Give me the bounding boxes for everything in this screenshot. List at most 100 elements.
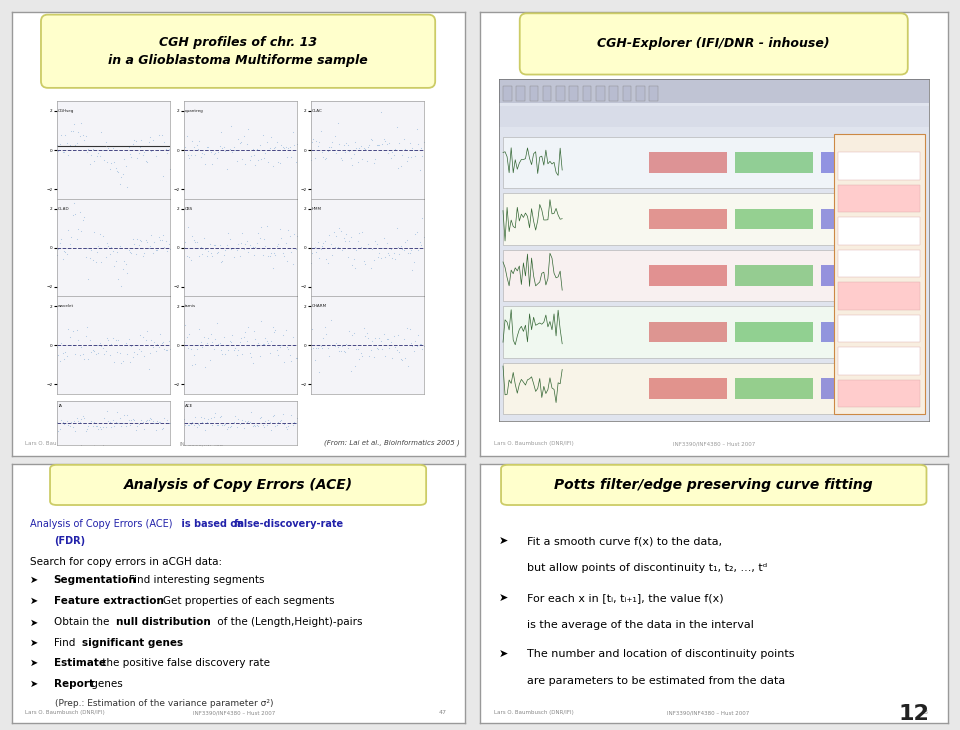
Point: [382, 342, 397, 354]
Text: : Get properties of each segments: : Get properties of each segments: [156, 596, 335, 606]
Point: [91, 147, 107, 158]
Point: [285, 126, 300, 138]
Point: [339, 137, 354, 149]
Point: [377, 350, 393, 361]
Point: [415, 343, 430, 355]
Point: [192, 135, 207, 147]
Point: [409, 123, 424, 135]
Text: genes: genes: [88, 679, 123, 689]
Point: [184, 135, 200, 147]
Point: [132, 141, 148, 153]
Text: IA: IA: [59, 404, 62, 408]
Point: [313, 126, 328, 137]
Text: INF3390/INF4380 – Hust 2007: INF3390/INF4380 – Hust 2007: [193, 710, 275, 715]
Point: [181, 252, 197, 264]
Point: [95, 421, 110, 433]
Point: [271, 416, 286, 428]
Point: [136, 423, 152, 435]
Point: [62, 238, 78, 250]
Point: [96, 155, 111, 166]
Point: [399, 155, 415, 166]
Point: [161, 239, 177, 250]
Point: [279, 341, 295, 353]
Point: [340, 139, 355, 151]
Point: [392, 137, 407, 149]
Point: [162, 164, 178, 175]
Point: [233, 332, 249, 344]
Point: [196, 232, 211, 244]
Point: [252, 412, 268, 423]
Bar: [503, 137, 924, 188]
Point: [162, 243, 178, 255]
Point: [282, 142, 298, 153]
Point: [66, 339, 82, 350]
Point: [201, 245, 216, 257]
Text: For each x in [tᵢ, tᵢ₊₁], the value f(x): For each x in [tᵢ, tᵢ₊₁], the value f(x): [527, 593, 724, 603]
Point: [232, 336, 248, 347]
Point: [304, 137, 320, 148]
Point: [88, 255, 104, 267]
Point: [327, 339, 343, 351]
Point: [75, 348, 90, 360]
Point: [179, 250, 194, 261]
Point: [124, 151, 139, 163]
Point: [345, 259, 360, 271]
Point: [113, 280, 129, 292]
Point: [58, 417, 73, 429]
Text: Search for copy errors in aCGH data:: Search for copy errors in aCGH data:: [30, 557, 222, 566]
Point: [209, 247, 225, 258]
Point: [263, 424, 278, 436]
Point: [125, 351, 140, 363]
Point: [119, 181, 134, 193]
Point: [151, 129, 166, 141]
Point: [272, 157, 287, 169]
Point: [348, 245, 364, 256]
Point: [104, 421, 119, 433]
Point: [130, 153, 145, 164]
Point: [259, 137, 275, 148]
Point: [359, 155, 374, 167]
Point: [280, 344, 296, 356]
Point: [369, 342, 384, 353]
Bar: [735, 209, 813, 229]
Point: [156, 336, 171, 347]
Point: [279, 255, 295, 266]
Point: [147, 418, 162, 429]
Point: [94, 126, 109, 138]
Point: [331, 138, 347, 150]
Point: [96, 242, 111, 253]
Point: [122, 148, 137, 160]
Bar: [649, 265, 727, 285]
Point: [118, 258, 133, 270]
Point: [105, 332, 120, 344]
Point: [268, 249, 283, 261]
Point: [89, 246, 105, 258]
Bar: [649, 153, 727, 173]
Point: [57, 245, 72, 257]
Point: [196, 412, 211, 424]
Point: [128, 339, 143, 350]
Point: [394, 239, 409, 251]
Point: [269, 419, 284, 431]
Point: [380, 247, 396, 258]
Point: [408, 228, 423, 240]
Point: [210, 146, 226, 158]
Point: [178, 420, 193, 431]
Point: [184, 231, 200, 242]
Point: [96, 412, 111, 424]
Point: [180, 221, 196, 233]
Point: [360, 238, 375, 250]
Bar: [735, 153, 813, 173]
Point: [265, 160, 280, 172]
Point: [348, 343, 364, 355]
Point: [58, 247, 73, 258]
FancyBboxPatch shape: [501, 465, 926, 505]
Point: [162, 344, 178, 356]
Point: [110, 418, 126, 429]
Point: [86, 416, 102, 428]
Point: [276, 418, 292, 429]
Text: The number and location of discontinuity points: The number and location of discontinuity…: [527, 649, 794, 659]
Point: [386, 331, 401, 342]
Point: [266, 142, 281, 154]
Point: [183, 343, 199, 355]
